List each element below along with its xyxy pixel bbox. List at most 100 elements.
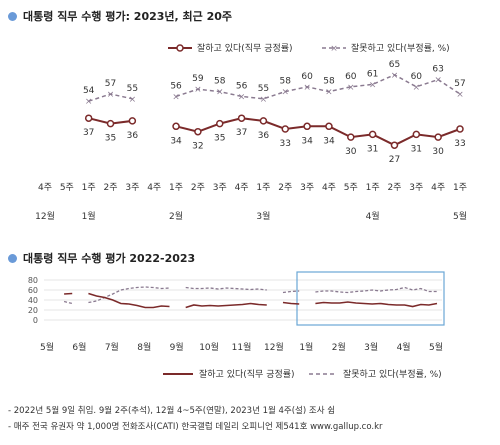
approve-point	[194, 127, 202, 136]
approve-series-line	[282, 301, 300, 305]
disapprove-series-line	[185, 286, 267, 291]
disapprove-point: ×	[281, 88, 289, 98]
month-tick-label: 7월	[105, 341, 119, 353]
top-chart-title: 대통령 직무 수행 평가: 2023년, 최근 20주	[8, 8, 232, 24]
bottom-chart-title-text: 대통령 직무 수행 평가 2022-2023	[23, 252, 196, 265]
approve-value-label: 27	[389, 155, 400, 165]
top-week-tick-label: 1주	[169, 182, 183, 193]
y-tick-label: 60	[28, 286, 38, 295]
top-week-tick-label: 4주	[38, 182, 52, 193]
month-tick-label: 9월	[170, 341, 184, 353]
top-month-tick-label: 12월	[35, 210, 55, 222]
disapprove-value-label: 55	[127, 84, 138, 94]
approve-point	[172, 122, 180, 131]
legend-disapprove-label: 잘못하고 있다(부정률, %)	[343, 368, 442, 380]
disapprove-point: ×	[434, 76, 442, 86]
top-month-tick-label: 4월	[366, 210, 380, 222]
disapprove-value-label: 57	[105, 79, 116, 89]
top-week-tick-label: 1주	[366, 182, 380, 193]
approve-point	[456, 125, 464, 133]
legend-disapprove-marker: ×	[330, 44, 338, 54]
disapprove-value-label: 57	[454, 79, 465, 89]
approve-point	[281, 125, 290, 133]
approve-value-label: 30	[432, 147, 444, 157]
disapprove-point: ×	[347, 83, 355, 93]
month-tick-label: 11월	[232, 341, 252, 353]
approve-point	[347, 133, 355, 141]
disapprove-point: ×	[85, 97, 93, 107]
disapprove-value-label: 60	[301, 72, 313, 82]
disapprove-value-label: 58	[214, 77, 226, 87]
approve-value-label: 31	[411, 144, 422, 154]
disapprove-value-label: 65	[389, 60, 400, 70]
top-week-tick-label: 4주	[431, 182, 445, 193]
approve-point	[434, 133, 442, 141]
approve-point	[368, 130, 377, 139]
approve-value-label: 34	[170, 136, 182, 146]
approve-value-label: 34	[301, 136, 313, 146]
approve-value-label: 37	[236, 128, 247, 138]
top-week-tick-label: 4주	[235, 182, 249, 193]
top-week-tick-label: 3주	[125, 182, 139, 193]
top-week-tick-label: 3주	[213, 182, 227, 193]
approve-series-line	[64, 292, 73, 295]
approve-point	[390, 141, 399, 149]
approve-series-line	[315, 301, 438, 308]
legend-disapprove-label: 잘못하고 있다(부정률, %)	[351, 42, 450, 54]
top-week-tick-label: 2주	[387, 182, 401, 193]
disapprove-value-label: 59	[192, 74, 204, 84]
disapprove-point: ×	[391, 71, 399, 81]
month-tick-label: 5월	[429, 341, 443, 353]
disapprove-point: ×	[303, 83, 311, 93]
top-week-tick-label: 3주	[409, 182, 423, 193]
top-chart-title-text: 대통령 직무 수행 평가: 2023년, 최근 20주	[23, 10, 233, 23]
approve-value-label: 33	[454, 139, 465, 149]
disapprove-value-label: 61	[367, 69, 378, 79]
disapprove-point: ×	[107, 90, 115, 100]
approve-value-label: 30	[345, 147, 357, 157]
approve-value-label: 33	[280, 139, 291, 149]
approve-point	[325, 122, 333, 131]
top-week-tick-label: 3주	[300, 182, 314, 193]
disapprove-point: ×	[216, 88, 224, 98]
disapprove-value-label: 60	[345, 72, 357, 82]
top-month-tick-label: 5월	[453, 210, 467, 222]
y-tick-label: 0	[33, 316, 38, 325]
disapprove-series-line	[175, 73, 461, 100]
top-week-tick-label: 5주	[344, 182, 358, 193]
bullet-icon	[8, 253, 17, 263]
disapprove-value-label: 56	[236, 81, 248, 91]
month-tick-label: 12월	[264, 341, 284, 353]
approve-value-label: 35	[105, 134, 116, 144]
month-tick-label: 3월	[364, 341, 378, 353]
disapprove-point: ×	[260, 95, 268, 105]
disapprove-series-line	[282, 290, 300, 294]
disapprove-point: ×	[369, 80, 377, 90]
disapprove-series-line	[63, 300, 73, 305]
approve-point	[128, 117, 137, 125]
approve-value-label: 36	[258, 131, 270, 141]
disapprove-value-label: 63	[432, 65, 443, 75]
y-tick-label: 20	[28, 306, 38, 315]
disapprove-point: ×	[129, 95, 137, 105]
top-week-tick-label: 2주	[191, 182, 205, 193]
approve-value-label: 36	[127, 131, 139, 141]
month-tick-label: 5월	[40, 341, 54, 353]
legend-approve-label: 잘하고 있다(직무 긍정률)	[199, 368, 295, 380]
approve-point	[106, 119, 115, 128]
approve-point	[237, 114, 246, 122]
approve-point	[84, 114, 93, 122]
disapprove-point: ×	[413, 83, 421, 93]
top-month-tick-label: 2월	[169, 210, 183, 222]
disapprove-point: ×	[238, 92, 246, 102]
top-week-tick-label: 2주	[104, 182, 118, 193]
approve-series-line	[185, 302, 267, 309]
approve-value-label: 31	[367, 144, 378, 154]
top-week-tick-label: 5주	[60, 182, 74, 193]
legend-approve-marker	[176, 44, 184, 52]
month-tick-label: 1월	[299, 341, 313, 353]
recent-20-weeks-box	[296, 271, 445, 326]
disapprove-point: ×	[456, 90, 464, 100]
month-tick-label: 6월	[72, 341, 86, 353]
